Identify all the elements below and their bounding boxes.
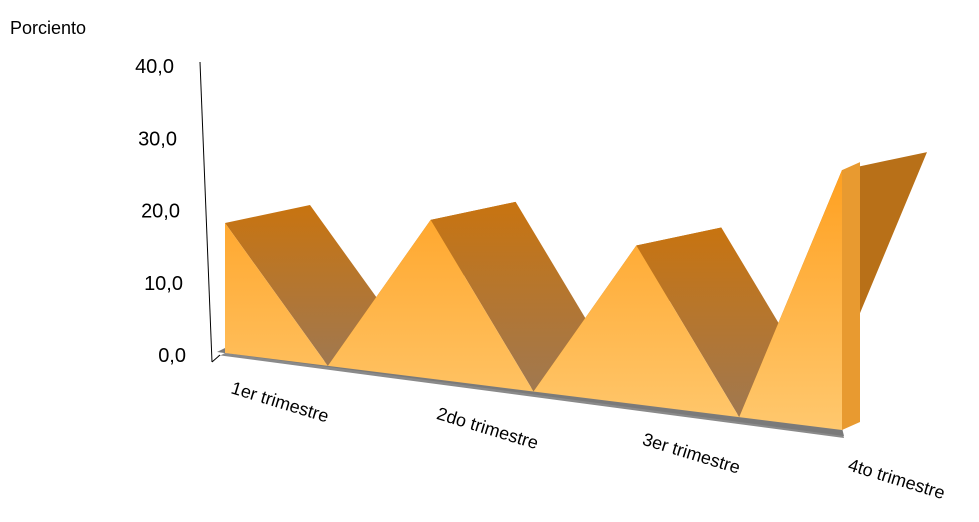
y-tick-label: 10,0 [144, 273, 183, 295]
series-end-cap [842, 162, 860, 430]
y-tick-label: 30,0 [138, 128, 177, 150]
x-category-label: 2do trimestre [434, 403, 540, 453]
y-axis-line [199, 61, 213, 363]
chart-floor [217, 353, 844, 438]
y-axis-foot [211, 354, 221, 363]
x-category-label: 4to trimestre [846, 455, 948, 503]
x-category-label: 1er trimestre [229, 378, 331, 427]
y-axis-title: Porciento [10, 18, 86, 38]
y-axis: 0,0 10,0 20,0 30,0 40,0 [135, 56, 221, 367]
series-area [225, 170, 842, 430]
series-front-face [225, 170, 842, 430]
x-category-label: 3er trimestre [640, 429, 742, 478]
y-tick-label: 0,0 [158, 345, 186, 367]
y-tick-label: 20,0 [141, 201, 180, 223]
y-tick-label: 40,0 [135, 56, 174, 78]
